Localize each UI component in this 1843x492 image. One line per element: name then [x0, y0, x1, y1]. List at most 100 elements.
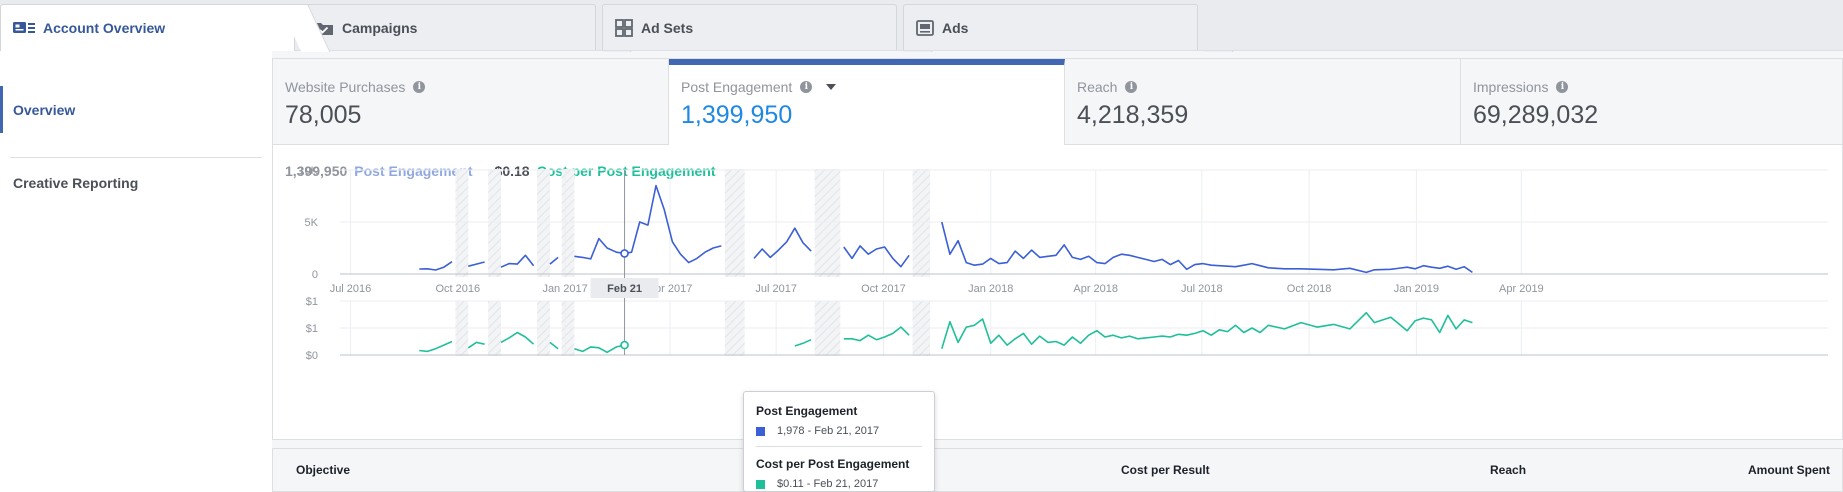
x-tick-label: Oct 2016	[435, 283, 480, 295]
x-tick-label: Apr 2018	[1073, 283, 1118, 295]
chart-summary: 1,399,950 Post Engagement $0.18 Cost per…	[285, 163, 716, 179]
cost-line	[419, 340, 453, 353]
hatched-band	[455, 169, 469, 277]
y-tick-label: 0	[312, 269, 318, 281]
metric-value: 1,399,950	[681, 101, 793, 129]
chart-grid	[340, 169, 1828, 356]
metric-label: Post Engagement	[681, 79, 793, 95]
hover-date-label: Feb 21	[607, 283, 642, 295]
cost-line	[941, 311, 1473, 349]
info-icon[interactable]: i	[1125, 81, 1138, 93]
chart-tooltip: Post Engagement 1,978 - Feb 21, 2017 Cos…	[743, 391, 935, 492]
metric-post-engagement[interactable]: Post Engagement i 1,399,950	[669, 59, 1065, 145]
chart-lines	[419, 184, 1473, 354]
tab-label: Account Overview	[43, 20, 166, 36]
column-amount-spent[interactable]: Amount Spent	[1748, 463, 1830, 477]
info-icon[interactable]: i	[1556, 81, 1569, 93]
x-tick-label: Jan 2018	[968, 283, 1013, 295]
tab-label: Ad Sets	[641, 19, 694, 36]
left-nav: Overview Creative Reporting	[0, 51, 272, 492]
engagement-line	[753, 227, 812, 259]
tooltip-row: $0.11 - Feb 21, 2017	[756, 478, 922, 490]
x-tick-label: Oct 2017	[861, 283, 906, 295]
metric-reach[interactable]: Reach i 4,218,359	[1065, 59, 1461, 145]
cost-line	[500, 331, 535, 345]
x-tick-label: Apr 2017	[648, 283, 693, 295]
tooltip-title: Post Engagement	[756, 404, 858, 418]
nav-item-creative-reporting[interactable]: Creative Reporting	[0, 159, 262, 206]
y-tick-label: 5K	[305, 217, 319, 229]
x-tick-label: Jul 2016	[330, 283, 372, 295]
grid-icon	[615, 18, 633, 37]
engagement-line	[574, 184, 722, 264]
engagement-line	[843, 245, 910, 268]
tab-label: Ads	[942, 19, 969, 36]
x-tick-label: Jan 2019	[1394, 283, 1439, 295]
swatch-cost	[756, 479, 765, 489]
x-tick-label: Jul 2017	[755, 283, 797, 295]
chart-x-axis: Jul 2016 Oct 2016 Jan 2017 Apr 2017 Jul 2017…	[330, 283, 1544, 295]
x-tick-label: Jul 2018	[1181, 283, 1223, 295]
column-reach[interactable]: Reach	[1490, 463, 1527, 477]
column-cost-per-result[interactable]: Cost per Result	[1121, 463, 1210, 477]
account-overview-icon	[13, 21, 35, 35]
hatched-band	[814, 169, 841, 277]
metric-website-purchases[interactable]: Website Purchases i 78,005	[273, 59, 669, 145]
hover-date-box	[590, 278, 659, 298]
x-tick-label: Jan 2017	[542, 283, 587, 295]
nav-item-label: Overview	[13, 101, 76, 118]
metric-label: Website Purchases	[285, 79, 406, 95]
tab-label: Campaigns	[342, 19, 418, 36]
tab-campaigns[interactable]: Campaigns	[301, 4, 596, 50]
x-tick-label: Oct 2018	[1287, 283, 1332, 295]
tab-ad-sets[interactable]: Ad Sets	[602, 4, 897, 50]
tooltip-title: Cost per Post Engagement	[756, 457, 910, 471]
tooltip-row: 1,978 - Feb 21, 2017	[756, 425, 922, 437]
metric-impressions[interactable]: Impressions i 69,289,032	[1461, 59, 1842, 145]
hatched-band	[561, 169, 575, 277]
engagement-legend[interactable]: Post Engagement	[354, 163, 473, 179]
column-objective[interactable]: Objective	[296, 463, 351, 477]
tooltip-divider	[756, 446, 922, 447]
hover-point-cost	[620, 340, 629, 350]
metric-value: 4,218,359	[1077, 101, 1189, 129]
hatched-band	[912, 169, 931, 277]
y-tick-label: $0	[306, 350, 318, 362]
cost-legend[interactable]: Cost per Post Engagement	[536, 163, 716, 179]
hover-point-engagement	[620, 249, 629, 258]
tab-ads[interactable]: Ads	[903, 4, 1198, 50]
top-tab-bar: Account Overview Campaigns Ad Sets	[0, 0, 1843, 51]
results-table-header: Objective Cost per Result Reach Amount S…	[272, 448, 1843, 492]
engagement-line	[941, 221, 1473, 274]
tooltip-value: 1,978 - Feb 21, 2017	[777, 425, 880, 437]
metric-label: Impressions	[1473, 79, 1549, 95]
y-tick-label: $1	[306, 296, 318, 308]
tooltip-value: $0.11 - Feb 21, 2017	[777, 478, 879, 490]
hatched-band	[537, 169, 550, 277]
cost-line	[467, 341, 485, 349]
chart-hover: Feb 21	[590, 170, 659, 355]
metric-value: 78,005	[285, 101, 362, 129]
engagement-line	[549, 256, 559, 265]
engagement-chart[interactable]: 10K 5K 0 $1 $1 $0 Jul 2016 Oct 2016 Jan 2017 Apr…	[273, 59, 1842, 389]
x-tick-label: Apr 2019	[1499, 283, 1544, 295]
y-tick-label: 10K	[298, 165, 318, 177]
cost-line	[794, 338, 812, 347]
info-icon[interactable]: i	[413, 81, 426, 93]
engagement-line	[468, 261, 485, 267]
y-tick-label: $1	[306, 323, 318, 335]
metric-label: Reach	[1077, 79, 1118, 95]
cost-average: $0.18	[494, 163, 530, 179]
tab-account-overview[interactable]: Account Overview	[0, 4, 295, 51]
cost-line	[574, 344, 625, 354]
caret-down-icon[interactable]	[826, 84, 837, 90]
swatch-engagement	[756, 426, 765, 436]
engagement-line	[500, 254, 535, 268]
engagement-line	[419, 261, 453, 271]
info-icon[interactable]: i	[800, 81, 813, 93]
cost-line	[843, 326, 910, 342]
metric-value: 69,289,032	[1473, 101, 1599, 129]
nav-divider	[10, 157, 262, 158]
nav-item-overview[interactable]: Overview	[0, 86, 262, 133]
overview-panel: Website Purchases i 78,005 Post Engageme…	[272, 58, 1843, 440]
